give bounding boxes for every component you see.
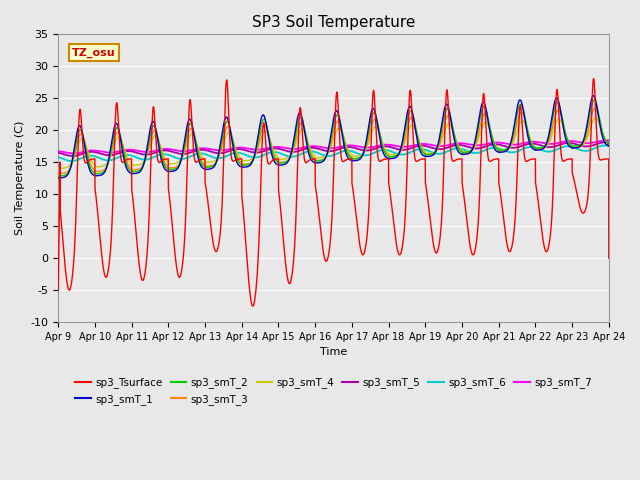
sp3_smT_6 <box>68 158 76 164</box>
sp3_smT_5 <box>69 153 77 159</box>
X-axis label: Time: Time <box>320 348 347 358</box>
Line: sp3_smT_3: sp3_smT_3 <box>58 108 609 174</box>
sp3_Tsurface <box>457 156 465 162</box>
sp3_smT_1 <box>154 134 161 140</box>
sp3_smT_7 <box>603 137 611 143</box>
sp3_smT_1 <box>605 143 612 149</box>
sp3_smT_7 <box>70 151 77 156</box>
sp3_smT_6 <box>313 150 321 156</box>
sp3_smT_5 <box>488 142 496 147</box>
sp3_smT_3 <box>457 148 465 154</box>
Line: sp3_Tsurface: sp3_Tsurface <box>58 79 609 306</box>
sp3_smT_7 <box>457 140 465 146</box>
sp3_smT_7 <box>604 137 612 143</box>
sp3_smT_6 <box>54 154 62 160</box>
sp3_smT_7 <box>313 144 321 149</box>
sp3_smT_5 <box>54 150 62 156</box>
sp3_smT_7 <box>154 147 161 153</box>
sp3_smT_7 <box>54 148 62 154</box>
sp3_smT_5 <box>457 142 465 148</box>
sp3_smT_6 <box>604 143 612 149</box>
sp3_smT_5 <box>427 144 435 150</box>
sp3_smT_6 <box>605 144 612 149</box>
sp3_smT_4 <box>426 150 434 156</box>
sp3_smT_4 <box>605 143 612 149</box>
sp3_smT_6 <box>457 146 465 152</box>
sp3_smT_5 <box>154 149 161 155</box>
sp3_smT_3 <box>313 158 321 164</box>
sp3_smT_7 <box>427 142 435 148</box>
Line: sp3_smT_2: sp3_smT_2 <box>58 100 609 176</box>
sp3_smT_2 <box>154 132 161 138</box>
Text: TZ_osu: TZ_osu <box>72 48 116 58</box>
Line: sp3_smT_7: sp3_smT_7 <box>58 140 609 154</box>
sp3_smT_3 <box>426 152 434 157</box>
sp3_smT_1 <box>589 93 597 98</box>
Line: sp3_smT_4: sp3_smT_4 <box>58 118 609 168</box>
sp3_smT_7 <box>488 140 496 146</box>
sp3_smT_1 <box>488 139 496 145</box>
sp3_smT_3 <box>604 142 612 147</box>
sp3_smT_2 <box>54 173 62 179</box>
sp3_smT_5 <box>605 140 612 145</box>
sp3_smT_3 <box>605 143 612 149</box>
sp3_smT_7 <box>605 137 612 143</box>
sp3_smT_6 <box>488 145 496 151</box>
sp3_Tsurface <box>249 303 257 309</box>
sp3_Tsurface <box>427 220 435 226</box>
sp3_Tsurface <box>604 156 612 162</box>
sp3_smT_6 <box>154 153 161 158</box>
Y-axis label: Soil Temperature (C): Soil Temperature (C) <box>15 121 25 235</box>
sp3_smT_2 <box>488 135 496 141</box>
sp3_Tsurface <box>54 287 62 293</box>
sp3_smT_4 <box>592 115 600 120</box>
sp3_smT_4 <box>604 141 612 147</box>
sp3_smT_2 <box>313 158 321 164</box>
sp3_Tsurface <box>605 255 612 261</box>
sp3_Tsurface <box>313 195 321 201</box>
sp3_Tsurface <box>590 76 598 82</box>
sp3_smT_4 <box>488 134 496 140</box>
sp3_smT_4 <box>313 155 321 161</box>
sp3_smT_4 <box>457 146 465 152</box>
sp3_smT_2 <box>426 151 434 157</box>
Title: SP3 Soil Temperature: SP3 Soil Temperature <box>252 15 415 30</box>
sp3_smT_1 <box>457 151 465 156</box>
sp3_smT_3 <box>488 134 496 140</box>
sp3_smT_2 <box>590 97 598 103</box>
sp3_Tsurface <box>154 153 161 159</box>
sp3_smT_1 <box>313 160 321 166</box>
sp3_smT_3 <box>591 106 599 111</box>
sp3_smT_3 <box>154 132 161 138</box>
sp3_smT_6 <box>600 143 608 148</box>
Legend: sp3_Tsurface, sp3_smT_1, sp3_smT_2, sp3_smT_3, sp3_smT_4, sp3_smT_5, sp3_smT_6, : sp3_Tsurface, sp3_smT_1, sp3_smT_2, sp3_… <box>71 373 596 409</box>
sp3_smT_5 <box>313 145 321 151</box>
sp3_Tsurface <box>488 157 496 163</box>
sp3_smT_1 <box>54 175 62 181</box>
Line: sp3_smT_6: sp3_smT_6 <box>58 145 609 161</box>
sp3_smT_1 <box>604 143 612 148</box>
sp3_smT_2 <box>604 140 612 146</box>
sp3_smT_2 <box>457 148 465 154</box>
Line: sp3_smT_1: sp3_smT_1 <box>58 96 609 178</box>
sp3_smT_5 <box>604 140 612 145</box>
sp3_smT_4 <box>154 134 161 140</box>
sp3_smT_6 <box>427 149 435 155</box>
sp3_smT_3 <box>54 171 62 177</box>
sp3_smT_4 <box>54 166 62 171</box>
Line: sp3_smT_5: sp3_smT_5 <box>58 142 609 156</box>
sp3_smT_1 <box>426 153 434 159</box>
sp3_smT_2 <box>605 141 612 147</box>
sp3_smT_5 <box>602 139 609 145</box>
